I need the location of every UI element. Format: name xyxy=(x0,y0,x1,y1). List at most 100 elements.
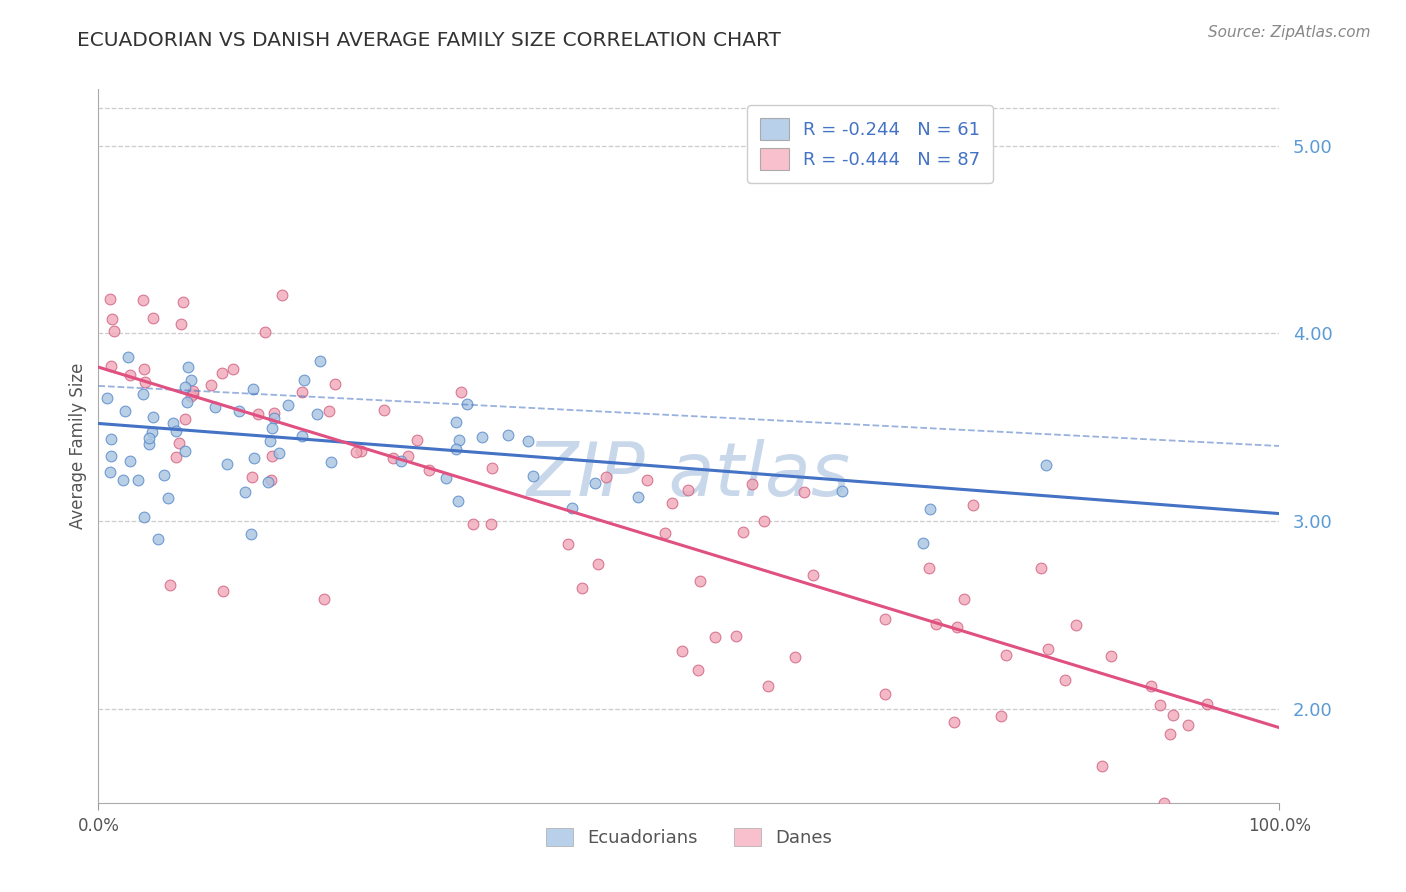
Point xyxy=(1064,618,1087,632)
Point xyxy=(925,616,948,631)
Point xyxy=(165,450,187,464)
Point xyxy=(1139,679,1161,693)
Point xyxy=(994,648,1017,662)
Point xyxy=(418,463,440,477)
Point xyxy=(142,410,165,425)
Point xyxy=(962,498,984,512)
Point xyxy=(172,294,194,309)
Point xyxy=(132,293,155,308)
Point xyxy=(259,434,281,449)
Point xyxy=(176,395,198,409)
Point xyxy=(314,592,336,607)
Point xyxy=(100,432,122,446)
Point xyxy=(100,359,122,374)
Point xyxy=(260,473,283,487)
Point xyxy=(321,455,343,469)
Point xyxy=(831,484,853,499)
Point xyxy=(256,475,278,489)
Point xyxy=(627,490,650,504)
Point xyxy=(636,473,658,487)
Text: ZIP atlas: ZIP atlas xyxy=(527,439,851,510)
Point xyxy=(159,578,181,592)
Point xyxy=(157,491,180,505)
Legend: Ecuadorians, Danes: Ecuadorians, Danes xyxy=(538,821,839,855)
Point xyxy=(240,527,263,541)
Point xyxy=(725,629,748,643)
Point xyxy=(471,430,494,444)
Point xyxy=(146,533,169,547)
Point xyxy=(246,407,269,421)
Point xyxy=(1161,708,1184,723)
Point xyxy=(240,470,263,484)
Point xyxy=(228,404,250,418)
Point xyxy=(1091,759,1114,773)
Point xyxy=(686,663,709,677)
Point xyxy=(222,361,245,376)
Point xyxy=(180,373,202,387)
Point xyxy=(211,367,233,381)
Point xyxy=(103,324,125,338)
Point xyxy=(120,368,142,383)
Point xyxy=(134,376,156,390)
Point xyxy=(918,501,941,516)
Point xyxy=(180,389,202,403)
Point xyxy=(875,612,897,626)
Point xyxy=(204,401,226,415)
Point xyxy=(162,417,184,431)
Point xyxy=(309,354,332,368)
Point xyxy=(689,574,711,588)
Point xyxy=(481,460,503,475)
Point xyxy=(138,431,160,445)
Point xyxy=(522,468,544,483)
Point xyxy=(269,446,291,460)
Point xyxy=(661,495,683,509)
Point xyxy=(262,449,284,463)
Point xyxy=(277,398,299,412)
Point xyxy=(1036,642,1059,657)
Point xyxy=(1099,648,1122,663)
Point xyxy=(243,450,266,465)
Point xyxy=(181,384,204,399)
Point xyxy=(323,376,346,391)
Point xyxy=(98,465,121,479)
Point xyxy=(752,514,775,528)
Point xyxy=(990,708,1012,723)
Point xyxy=(169,317,191,331)
Point xyxy=(756,679,779,693)
Point xyxy=(1035,458,1057,472)
Point xyxy=(344,445,367,459)
Point xyxy=(456,397,478,411)
Point xyxy=(671,644,693,658)
Point xyxy=(177,359,200,374)
Point xyxy=(447,494,470,508)
Point xyxy=(389,454,412,468)
Point xyxy=(783,650,806,665)
Point xyxy=(943,714,966,729)
Point xyxy=(112,473,135,487)
Point xyxy=(381,451,404,466)
Point xyxy=(446,442,468,457)
Point xyxy=(912,536,935,550)
Point xyxy=(517,434,540,448)
Point xyxy=(212,583,235,598)
Point xyxy=(406,433,429,447)
Point xyxy=(118,454,141,468)
Point xyxy=(98,292,121,306)
Point xyxy=(1197,698,1219,712)
Point xyxy=(595,469,617,483)
Point xyxy=(153,468,176,483)
Point xyxy=(444,415,467,429)
Point xyxy=(496,427,519,442)
Text: Source: ZipAtlas.com: Source: ZipAtlas.com xyxy=(1208,25,1371,40)
Y-axis label: Average Family Size: Average Family Size xyxy=(69,363,87,529)
Point xyxy=(1177,718,1199,732)
Point xyxy=(461,516,484,531)
Point xyxy=(703,630,725,644)
Point xyxy=(242,382,264,396)
Point xyxy=(174,412,197,426)
Point xyxy=(138,436,160,450)
Point xyxy=(1159,727,1181,741)
Point xyxy=(373,403,395,417)
Point xyxy=(233,485,256,500)
Point xyxy=(801,567,824,582)
